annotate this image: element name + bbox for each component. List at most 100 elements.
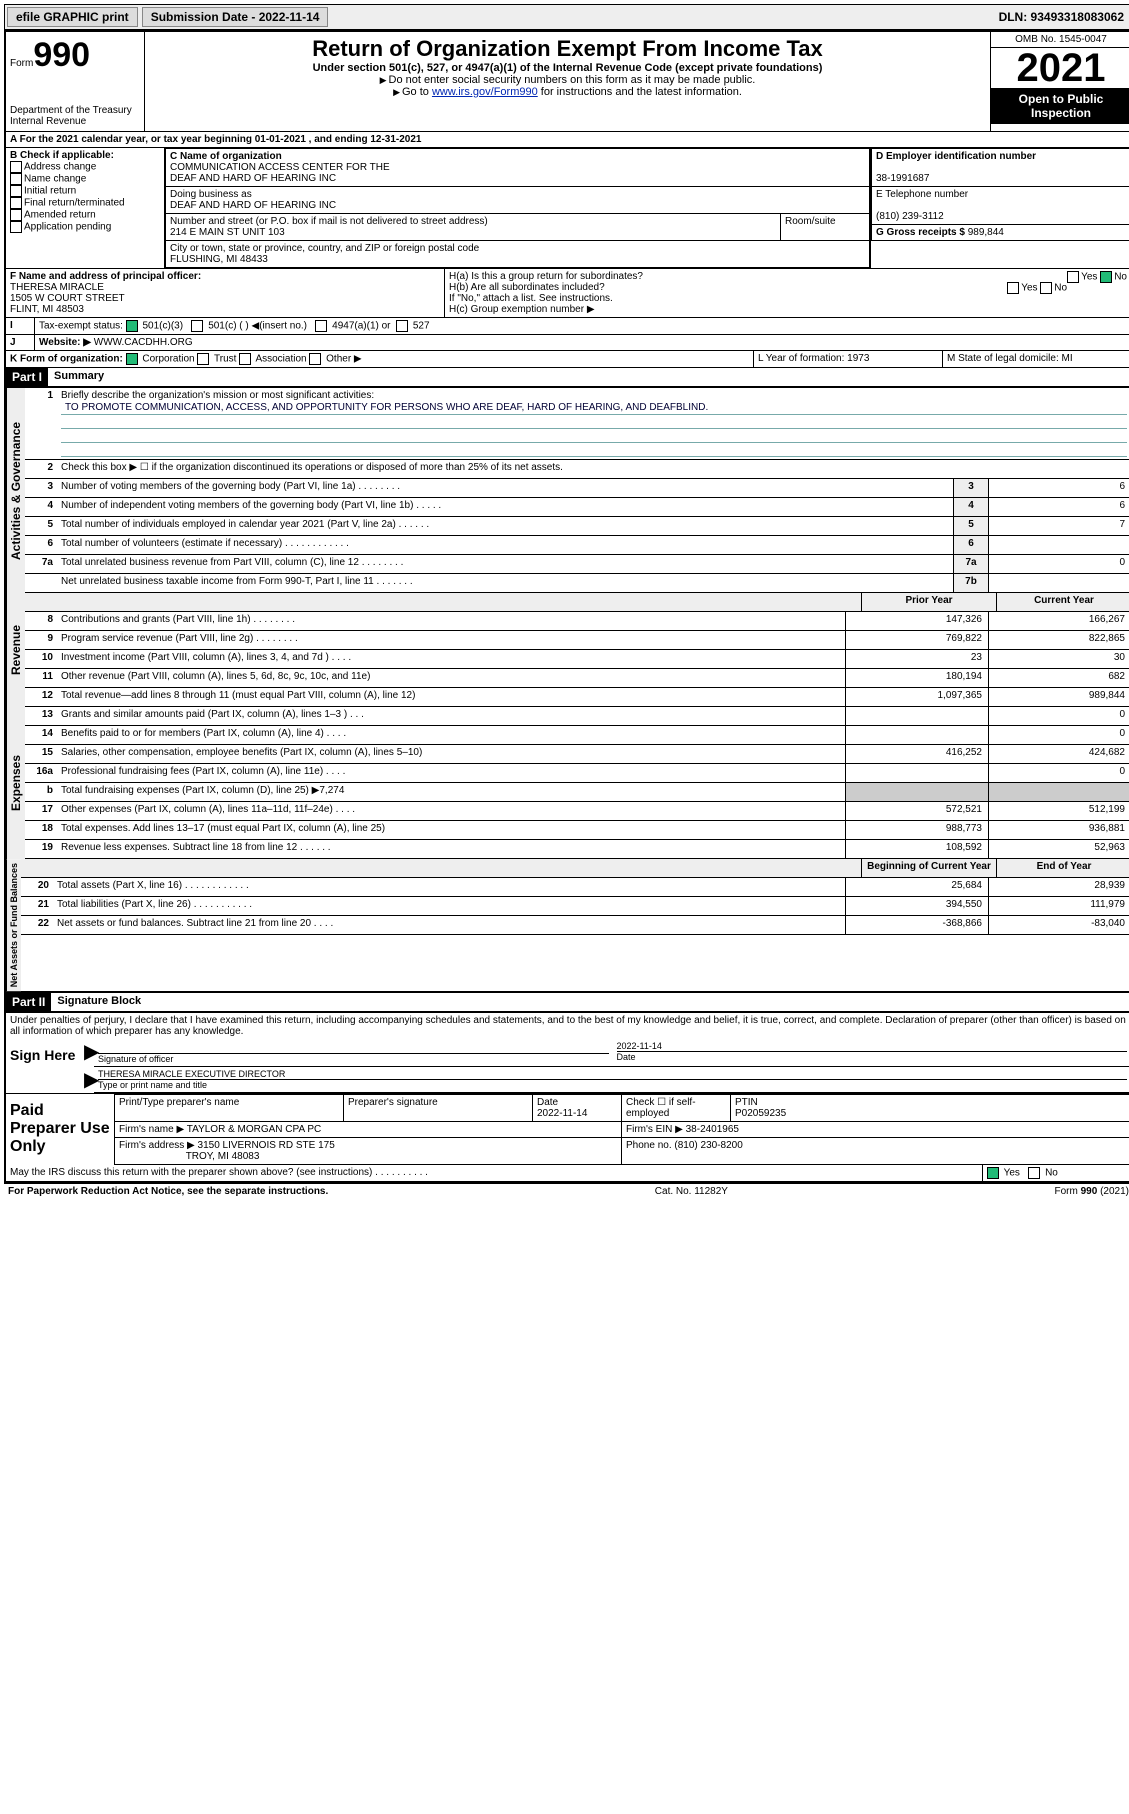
line-num: 10 bbox=[25, 650, 57, 668]
table-row: 6Total number of volunteers (estimate if… bbox=[25, 536, 1129, 555]
lbl-assoc: Association bbox=[255, 354, 306, 365]
prep-date-hdr: Date bbox=[537, 1097, 558, 1108]
current-value: 0 bbox=[988, 764, 1129, 782]
line-num: 16a bbox=[25, 764, 57, 782]
line-text: Total unrelated business revenue from Pa… bbox=[57, 555, 953, 573]
city-value: FLUSHING, MI 48433 bbox=[170, 254, 268, 265]
hb-no-lbl: No bbox=[1054, 283, 1067, 294]
exp-tab: Expenses bbox=[6, 707, 25, 859]
phone-val: (810) 230-8200 bbox=[674, 1140, 742, 1151]
line-text: Investment income (Part VIII, column (A)… bbox=[57, 650, 845, 668]
efile-button[interactable]: efile GRAPHIC print bbox=[7, 7, 138, 27]
ein-label: D Employer identification number bbox=[876, 151, 1036, 162]
chk-assoc[interactable] bbox=[239, 353, 251, 365]
line-num: 4 bbox=[25, 498, 57, 516]
prior-value bbox=[845, 783, 988, 801]
name-label: C Name of organization bbox=[170, 151, 282, 162]
line-text: Total number of volunteers (estimate if … bbox=[57, 536, 953, 554]
chk-pending[interactable] bbox=[10, 221, 22, 233]
hb-no[interactable] bbox=[1040, 282, 1052, 294]
chk-initial[interactable] bbox=[10, 185, 22, 197]
line-num: 5 bbox=[25, 517, 57, 535]
firm-name-val: TAYLOR & MORGAN CPA PC bbox=[187, 1124, 321, 1135]
header-right: OMB No. 1545-0047 2021 Open to Public In… bbox=[990, 32, 1129, 131]
chk-trust[interactable] bbox=[197, 353, 209, 365]
line-text: Salaries, other compensation, employee b… bbox=[57, 745, 845, 763]
period-row: A For the 2021 calendar year, or tax yea… bbox=[6, 132, 1129, 148]
chk-other[interactable] bbox=[309, 353, 321, 365]
line-text: Number of voting members of the governin… bbox=[57, 479, 953, 497]
city-label: City or town, state or province, country… bbox=[170, 243, 479, 254]
chk-corp[interactable] bbox=[126, 353, 138, 365]
k-label: K Form of organization: bbox=[10, 354, 123, 365]
lbl-address: Address change bbox=[24, 162, 96, 173]
ein-value: 38-1991687 bbox=[876, 173, 929, 184]
submission-date-button[interactable]: Submission Date - 2022-11-14 bbox=[142, 7, 329, 27]
chk-4947[interactable] bbox=[315, 320, 327, 332]
tel-value: (810) 239-3112 bbox=[876, 211, 944, 222]
chk-address[interactable] bbox=[10, 161, 22, 173]
dln-label: DLN: 93493318083062 bbox=[999, 10, 1129, 24]
line-text: Total number of individuals employed in … bbox=[57, 517, 953, 535]
chk-final[interactable] bbox=[10, 197, 22, 209]
table-row: 15Salaries, other compensation, employee… bbox=[25, 745, 1129, 764]
discuss-yes[interactable] bbox=[987, 1167, 999, 1179]
goto-pre: Go to bbox=[402, 86, 432, 98]
dba-value: DEAF AND HARD OF HEARING INC bbox=[170, 200, 336, 211]
firm-addr1: 3150 LIVERNOIS RD STE 175 bbox=[198, 1140, 335, 1151]
table-row: bTotal fundraising expenses (Part IX, co… bbox=[25, 783, 1129, 802]
tax-status-row: I Tax-exempt status: 501(c)(3) 501(c) ( … bbox=[6, 318, 1129, 335]
ha-yes-lbl: Yes bbox=[1081, 272, 1097, 283]
table-row: 9Program service revenue (Part VIII, lin… bbox=[25, 631, 1129, 650]
lbl-amended: Amended return bbox=[24, 210, 96, 221]
line-1-num: 1 bbox=[25, 388, 57, 459]
prior-value: 108,592 bbox=[845, 840, 988, 858]
officer-name-title: THERESA MIRACLE EXECUTIVE DIRECTOR bbox=[98, 1069, 1127, 1079]
box-k: K Form of organization: Corporation Trus… bbox=[6, 351, 754, 367]
part1-title: Summary bbox=[48, 368, 110, 386]
line-text: Other expenses (Part IX, column (A), lin… bbox=[57, 802, 845, 820]
chk-name[interactable] bbox=[10, 173, 22, 185]
line-text: Total liabilities (Part X, line 26) . . … bbox=[53, 897, 845, 915]
line-num: 14 bbox=[25, 726, 57, 744]
chk-527[interactable] bbox=[396, 320, 408, 332]
open-public-badge: Open to Public Inspection bbox=[991, 88, 1129, 124]
line-i: I bbox=[6, 318, 35, 334]
current-value: 682 bbox=[988, 669, 1129, 687]
hb-yes[interactable] bbox=[1007, 282, 1019, 294]
part1-badge: Part I bbox=[6, 368, 48, 386]
prior-value: 394,550 bbox=[845, 897, 988, 915]
discuss-yes-lbl: Yes bbox=[1004, 1168, 1020, 1179]
prior-value: -368,866 bbox=[845, 916, 988, 934]
prior-value: 572,521 bbox=[845, 802, 988, 820]
footer-mid: Cat. No. 11282Y bbox=[655, 1186, 728, 1197]
irs-line: Internal Revenue bbox=[10, 116, 140, 127]
chk-501c[interactable] bbox=[191, 320, 203, 332]
current-value: 989,844 bbox=[988, 688, 1129, 706]
chk-amended[interactable] bbox=[10, 209, 22, 221]
table-row: 20Total assets (Part X, line 16) . . . .… bbox=[21, 878, 1129, 897]
chk-501c3[interactable] bbox=[126, 320, 138, 332]
discuss-no[interactable] bbox=[1028, 1167, 1040, 1179]
prior-value: 769,822 bbox=[845, 631, 988, 649]
line-text: Number of independent voting members of … bbox=[57, 498, 953, 516]
table-row: 12Total revenue—add lines 8 through 11 (… bbox=[25, 688, 1129, 707]
sig-officer-label: Signature of officer bbox=[98, 1053, 609, 1064]
prep-self-emp: Check ☐ if self-employed bbox=[622, 1095, 731, 1122]
part2-header: Part II Signature Block bbox=[6, 991, 1129, 1013]
line-text: Program service revenue (Part VIII, line… bbox=[57, 631, 845, 649]
ha-no[interactable] bbox=[1100, 271, 1112, 283]
footer-left: For Paperwork Reduction Act Notice, see … bbox=[8, 1186, 328, 1197]
line-text: Total expenses. Add lines 13–17 (must eq… bbox=[57, 821, 845, 839]
penalties-text: Under penalties of perjury, I declare th… bbox=[6, 1013, 1129, 1039]
rev-group: Revenue Prior Year Current Year 8Contrib… bbox=[6, 593, 1129, 707]
irs-link[interactable]: www.irs.gov/Form990 bbox=[432, 86, 538, 98]
ha-yes[interactable] bbox=[1067, 271, 1079, 283]
line-text: Net unrelated business taxable income fr… bbox=[57, 574, 953, 592]
goto-post: for instructions and the latest informat… bbox=[538, 86, 742, 98]
line-text: Benefits paid to or for members (Part IX… bbox=[57, 726, 845, 744]
current-value: 28,939 bbox=[988, 878, 1129, 896]
prior-value: 416,252 bbox=[845, 745, 988, 763]
current-value: 936,881 bbox=[988, 821, 1129, 839]
rev-tab: Revenue bbox=[6, 593, 25, 707]
